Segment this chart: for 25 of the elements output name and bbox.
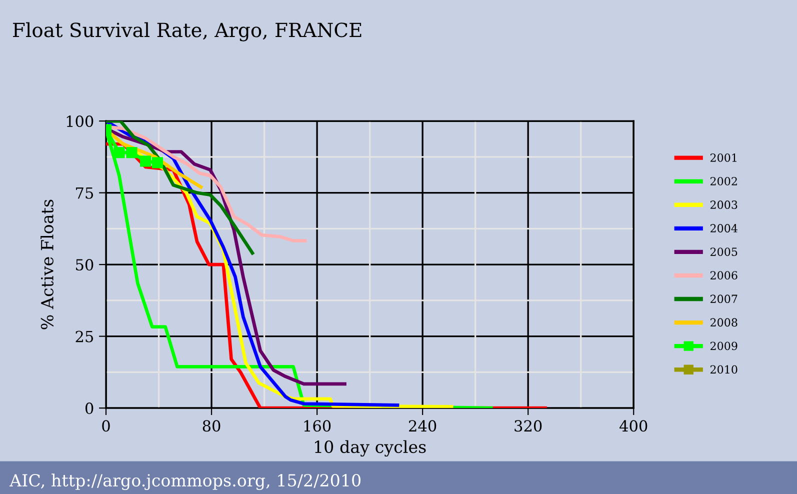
legend-label: 2001 [710,153,736,162]
text: AIC, http://argo.jcommops.org, 15/2/2010 [9,474,360,490]
legend-label: 2009 [710,342,738,350]
x-tick-label: 400 [620,420,648,432]
x-tick-label: 80 [202,420,220,432]
y-tick-label: 100 [66,115,94,128]
y-tick-label: 75 [76,187,94,199]
legend-label: 2004 [710,224,738,232]
y-axis-title: % Active Floats [40,200,54,330]
chart-title: Float Survival Rate, Argo, FRANCE [13,22,362,42]
y-tick-label: 25 [76,330,94,342]
legend-label: 2006 [710,271,738,280]
legend-label: 2005 [710,248,738,256]
x-tick-label: 0 [102,420,110,432]
legend-label: 2010 [710,365,738,374]
x-tick-label: 240 [409,420,436,432]
legend-label: 2007 [710,294,738,304]
y-tick-label: 50 [76,259,94,271]
x-axis-title: 10 day cycles [315,440,426,457]
legend-label: 2008 [710,318,738,327]
x-tick-label: 320 [514,420,542,432]
legend-label: 2002 [710,176,737,186]
legend-label: 2003 [710,200,738,209]
y-tick-label: 0 [85,402,94,414]
x-tick-label: 160 [304,420,331,432]
